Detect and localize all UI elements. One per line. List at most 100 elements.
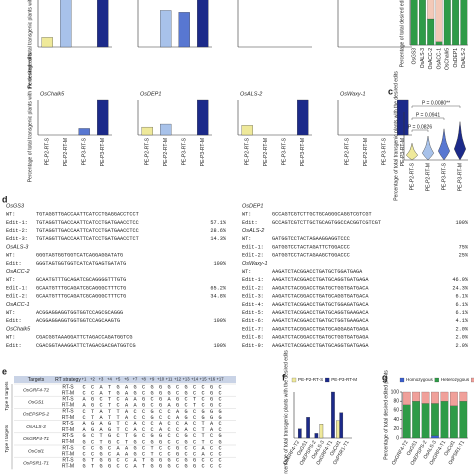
bar-segment: [440, 391, 449, 402]
violin: [422, 135, 434, 161]
base: T: [108, 384, 111, 390]
base: G: [108, 458, 111, 464]
base: G: [133, 390, 136, 396]
x-tick-label: PE-P3-RT-M: [100, 138, 106, 166]
base: C: [82, 445, 85, 451]
base: A: [116, 451, 120, 457]
base: G: [159, 458, 162, 464]
x-tick-label: PE-P3-RT-S: [441, 162, 447, 190]
base: C: [210, 445, 213, 451]
sequence: AAGATCTACGGACCTGATGCTGGTGAAGACA: [272, 318, 369, 324]
x-tick-label: OsGS3: [411, 48, 417, 65]
x-tick-label: OsDEP1: [453, 48, 459, 68]
rt-strategy: RT-S: [62, 384, 74, 390]
legend-label: Heterozygous: [441, 377, 470, 382]
base: A: [133, 464, 137, 470]
x-tick-label: PE-P2-RT-S: [145, 137, 151, 165]
chart-title: OsDEP1: [140, 91, 161, 97]
base: C: [167, 445, 170, 451]
base: G: [99, 445, 102, 451]
bar: [160, 123, 172, 136]
bar: [178, 12, 190, 48]
base: G: [99, 458, 102, 464]
sequence: AAGATCTACGGACCTGATGCTGGATGAGA: [272, 269, 363, 275]
x-tick-label: PE-P2-RT-S: [245, 137, 251, 165]
bar: [306, 417, 310, 439]
sequence: AAGATCTACGGACCTGATGCTGGTGATGACA: [272, 285, 369, 291]
position-label: +13: [182, 377, 190, 382]
base: C: [91, 390, 94, 396]
base: A: [82, 403, 86, 409]
base: G: [116, 390, 119, 396]
seq-label: WT:: [6, 253, 15, 259]
x-tick-label: PE-P3-RT-M: [200, 138, 206, 166]
edit-frequency: 2.0%: [456, 326, 469, 332]
seq-label: Edit-6:: [242, 318, 264, 324]
group-label: Type I targets: [4, 424, 9, 453]
base: C: [82, 390, 85, 396]
bar-segment: [421, 403, 430, 439]
edit-frequency: 4.1%: [456, 318, 469, 324]
base: A: [99, 409, 103, 415]
base: C: [193, 433, 196, 439]
x-tick-label: OsACC-1: [436, 48, 442, 70]
base: C: [150, 427, 153, 433]
base: G: [218, 439, 221, 445]
base: T: [193, 397, 196, 403]
edit-frequency: 25%: [459, 253, 469, 259]
y-tick-label: 40: [393, 417, 399, 423]
base: C: [116, 458, 119, 464]
base: C: [167, 427, 170, 433]
bar-segment: [412, 391, 421, 402]
p-value: P = 0.0941: [416, 112, 440, 118]
base: A: [116, 445, 120, 451]
base: T: [99, 433, 102, 439]
seq-label: Edit-4:: [242, 302, 264, 308]
base: G: [201, 409, 204, 415]
bar-segment: [449, 405, 458, 439]
gene-name: OsALS-3: [6, 244, 29, 250]
bar-segment: [460, 0, 468, 46]
base: C: [142, 445, 145, 451]
bar-segment: [421, 391, 430, 404]
base: G: [167, 464, 170, 470]
base: C: [133, 415, 136, 421]
bar: [319, 424, 324, 439]
base: A: [125, 445, 129, 451]
target-name: OsGRF4-T2: [23, 387, 49, 393]
base: C: [108, 451, 111, 457]
seq-label: Edit-2:: [6, 228, 28, 234]
x-tick-label: PE-P3-RT-M: [457, 163, 463, 191]
base: A: [159, 427, 163, 433]
position-label: +1: [82, 377, 87, 382]
base: C: [193, 415, 196, 421]
seq-label: WT:: [242, 212, 251, 218]
bar: [314, 433, 319, 439]
base: G: [159, 464, 162, 470]
base: G: [159, 403, 162, 409]
sequence: GCAATGTTTGCAGATCGCAGGGCTTTCTG: [36, 285, 126, 291]
legend-swatch: [471, 377, 474, 383]
base: A: [176, 415, 180, 421]
position-label: +5: [116, 377, 121, 382]
base: C: [99, 397, 102, 403]
rt-strategy: RT-M: [62, 415, 74, 421]
base: C: [193, 390, 196, 396]
base: C: [201, 464, 204, 470]
base: G: [210, 409, 213, 415]
base: G: [91, 397, 94, 403]
edit-frequency: 24.3%: [452, 285, 468, 291]
rt-strategy: RT-M: [62, 427, 74, 433]
base: G: [91, 421, 94, 427]
bar-segment: [402, 404, 411, 439]
bar: [339, 412, 344, 439]
sequence: AAGATCTACGGACCTGATGCAGGTGATGACA: [272, 294, 369, 300]
bar: [97, 0, 109, 48]
seq-label: Edit-2:: [242, 285, 264, 291]
edit-frequency: 2.0%: [456, 343, 469, 349]
base: C: [91, 445, 94, 451]
base: A: [125, 403, 129, 409]
base: T: [150, 445, 153, 451]
bar-segment: [431, 403, 439, 436]
